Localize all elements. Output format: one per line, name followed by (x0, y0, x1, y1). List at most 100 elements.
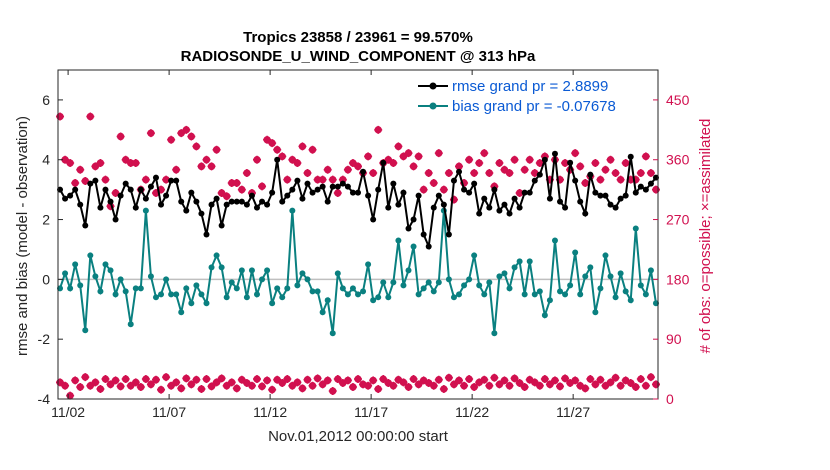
obs-possible-cross (535, 381, 544, 390)
bias-point (557, 288, 564, 295)
obs-possible-cross (146, 380, 155, 389)
rmse-point (168, 177, 175, 184)
left-y-tick-label: 4 (42, 152, 50, 168)
obs-possible-cross (561, 374, 570, 383)
rmse-point (567, 159, 574, 166)
left-y-tick-label: 6 (42, 92, 50, 108)
obs-possible-cross (182, 374, 191, 383)
obs-possible-cross (323, 376, 332, 385)
plot-area-frame (57, 69, 659, 400)
rmse-point (243, 201, 250, 208)
bias-point (370, 297, 377, 304)
obs-possible-upper-cross (182, 125, 191, 134)
bias-point (228, 279, 235, 286)
bias-point (420, 285, 427, 292)
right-y-axis-label: # of obs: o=possible; ×=assimilated (697, 119, 714, 354)
rmse-point (208, 201, 215, 208)
bias-point (77, 282, 84, 289)
obs-possible-cross (641, 381, 650, 390)
obs-possible-cross (626, 379, 635, 388)
obs-possible-cross (354, 375, 362, 384)
right-y-tick-label: 90 (666, 331, 682, 347)
obs-possible-cross (131, 378, 140, 387)
obs-possible-upper-cross (328, 175, 337, 184)
obs-possible-cross (177, 384, 186, 393)
rmse-point (425, 243, 432, 250)
bias-point (642, 291, 649, 298)
obs-possible-upper-cross (303, 169, 312, 178)
bias-point (577, 291, 584, 298)
bias-point (208, 264, 215, 271)
rmse-point (259, 198, 266, 205)
obs-possible-cross (232, 384, 241, 393)
obs-possible-upper-cross (439, 185, 448, 194)
obs-possible-upper-cross (520, 165, 529, 174)
obs-possible-cross (217, 374, 226, 383)
obs-possible-upper-cross (56, 112, 65, 121)
obs-possible-upper-cross (641, 152, 650, 161)
bias-point (415, 291, 422, 298)
obs-possible-cross (151, 375, 160, 384)
bias-point (582, 273, 589, 280)
rmse-point (87, 180, 94, 187)
bias-point (647, 267, 654, 274)
rmse-point (274, 156, 281, 163)
rmse-point (440, 201, 447, 208)
obs-possible-cross (545, 380, 554, 389)
obs-possible-cross (126, 381, 135, 390)
bias-point (501, 270, 508, 277)
bias-point (324, 297, 331, 304)
rmse-point (294, 177, 301, 184)
obs-possible-upper-cross (434, 149, 443, 158)
rmse-point (360, 168, 367, 175)
rmse-point (193, 198, 200, 205)
obs-possible-cross (409, 375, 418, 384)
rmse-point (506, 210, 513, 217)
obs-possible-upper-cross (293, 159, 302, 168)
obs-possible-upper-cross (333, 188, 342, 197)
rmse-point (253, 204, 260, 211)
obs-possible-cross (192, 375, 201, 384)
obs-possible-cross (116, 382, 125, 391)
obs-possible-cross (86, 381, 95, 390)
obs-possible-upper-cross (500, 165, 509, 174)
bias-point (572, 249, 579, 256)
obs-possible-cross (460, 381, 469, 390)
bias-point (592, 309, 599, 316)
bias-point (360, 288, 367, 295)
rmse-point (466, 189, 473, 196)
rmse-point (203, 231, 210, 238)
rmse-point (178, 198, 185, 205)
rmse-point (72, 186, 79, 193)
obs-possible-upper-cross (323, 165, 332, 174)
rmse-point (536, 171, 543, 178)
rmse-point (486, 204, 493, 211)
rmse-point (173, 177, 180, 184)
obs-possible-cross (631, 383, 640, 392)
obs-possible-upper-cross (404, 149, 413, 158)
rmse-point (521, 189, 528, 196)
obs-possible-cross (364, 381, 373, 390)
bias-point (264, 267, 271, 274)
bias-point (238, 267, 245, 274)
bias-point (57, 285, 64, 292)
obs-possible-cross (101, 375, 110, 384)
bias-point (562, 291, 569, 298)
bias-point (284, 285, 291, 292)
bias-point (253, 291, 260, 298)
rmse-point (112, 216, 119, 223)
bias-point (637, 282, 644, 289)
obs-possible-upper-cross (485, 169, 494, 178)
obs-possible-upper-cross (141, 175, 150, 184)
obs-possible-cross (293, 378, 302, 387)
obs-possible-cross (586, 375, 595, 384)
bias-point (405, 267, 412, 274)
obs-possible-upper-cross (429, 178, 438, 187)
obs-possible-upper-cross (268, 139, 277, 148)
rmse-point (309, 189, 316, 196)
bias-point (132, 285, 139, 292)
rmse-point (228, 198, 235, 205)
legend: rmse grand pr = 2.8899 bias grand pr = -… (418, 78, 616, 115)
obs-possible-cross (222, 381, 231, 390)
obs-possible-upper-cross (71, 178, 80, 187)
